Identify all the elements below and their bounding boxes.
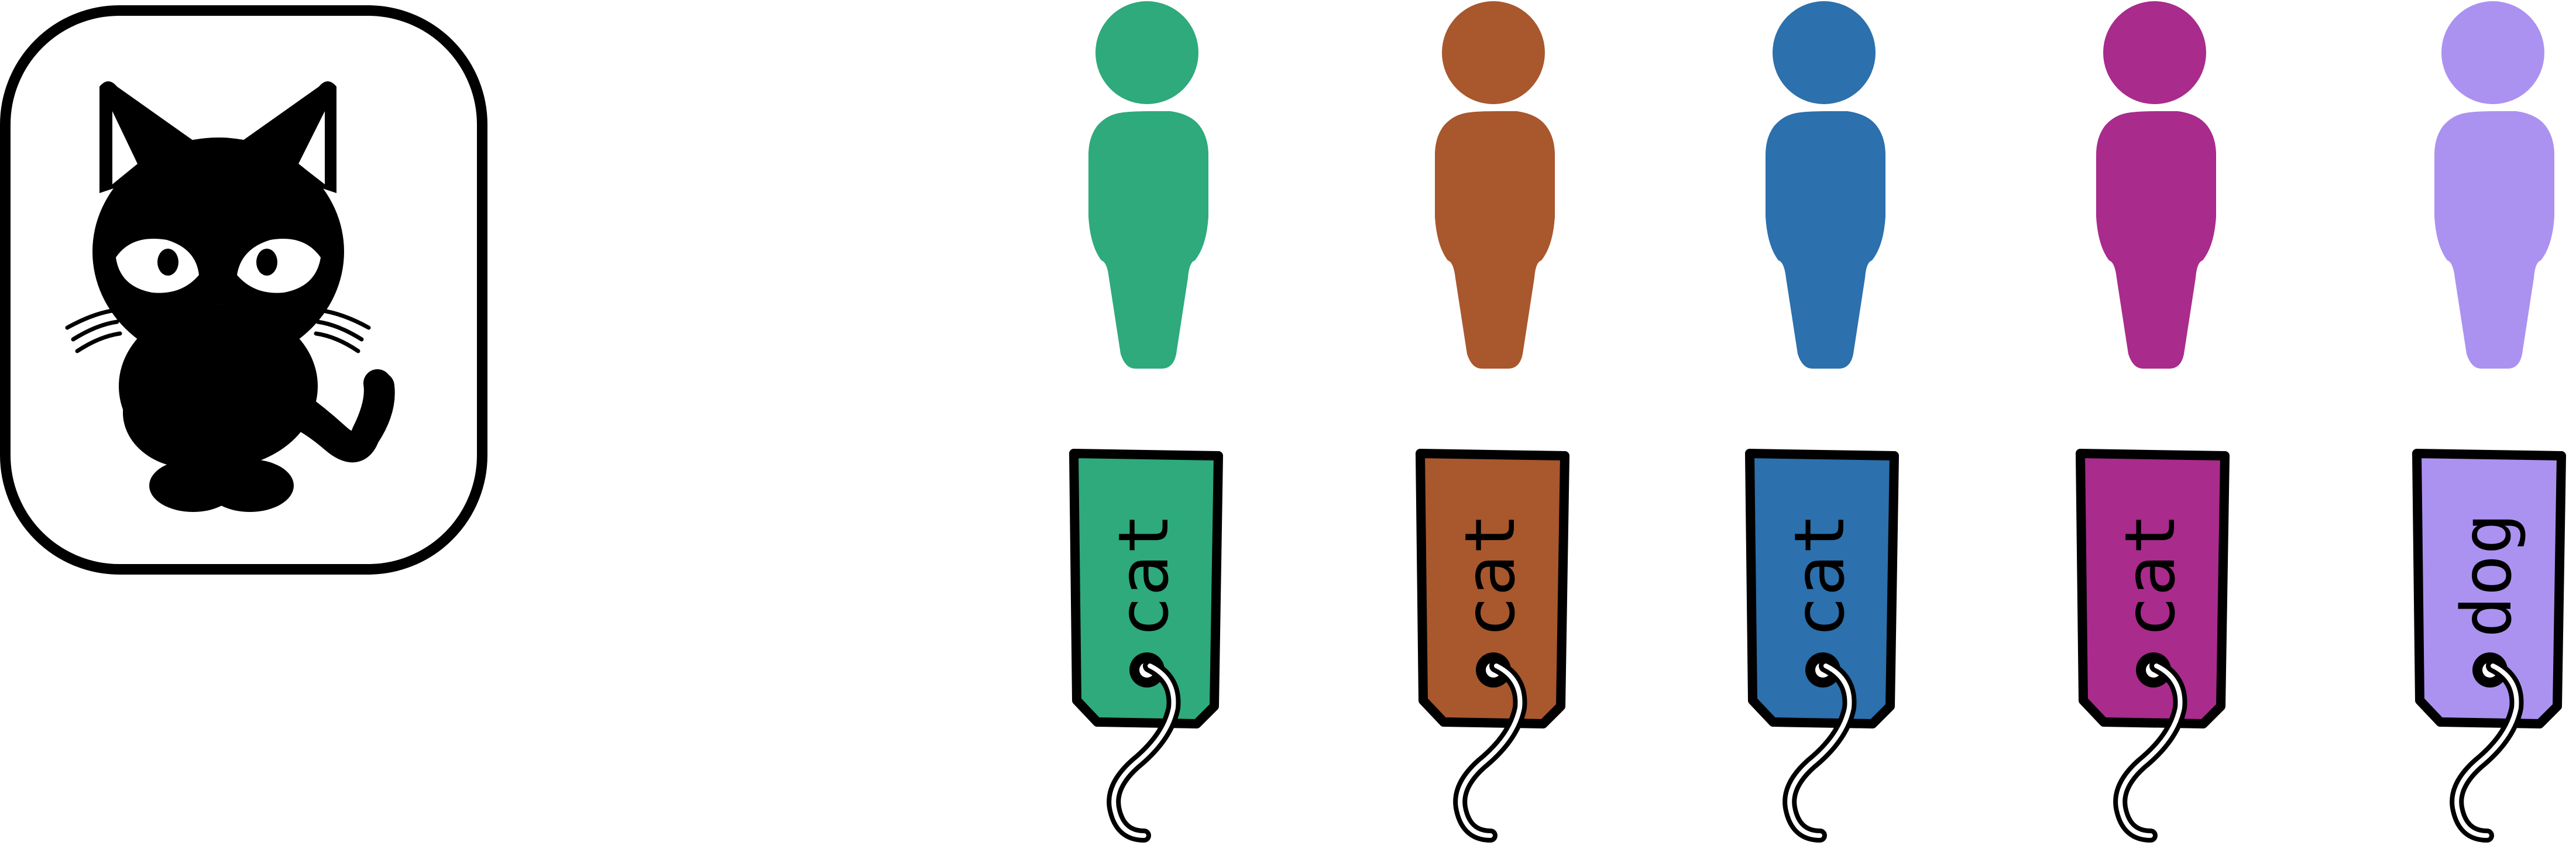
tag-label: cat [1779,513,1860,638]
tag-body [2412,449,2566,728]
tag-string [1458,664,1523,838]
tag-body [2076,449,2230,728]
name-tag-1: cat [1069,449,1223,843]
tag-body [1416,449,1569,728]
tag-string [1787,664,1852,838]
name-tag-5: dog [2412,449,2566,843]
name-tag-2: cat [1416,449,1569,843]
tag-label: cat [1103,513,1184,638]
tag-label: cat [1450,513,1530,638]
name-tag-4: cat [2076,449,2230,843]
person-icon-5 [2434,1,2554,369]
person-icon-4 [2096,1,2216,369]
tag-string [1111,664,1176,838]
cat-reference-card [0,5,487,575]
tag-string [2454,664,2519,838]
tag-body [1745,449,1899,728]
person-icon-2 [1435,1,1555,369]
tag-string [2118,664,2183,838]
person-icon-1 [1088,1,1208,369]
tag-label: dog [2446,513,2527,638]
name-tag-3: cat [1745,449,1899,843]
cat-icon [65,81,395,512]
tag-body [1069,449,1223,728]
person-icon-3 [1766,1,1885,369]
tag-label: cat [2110,513,2190,638]
